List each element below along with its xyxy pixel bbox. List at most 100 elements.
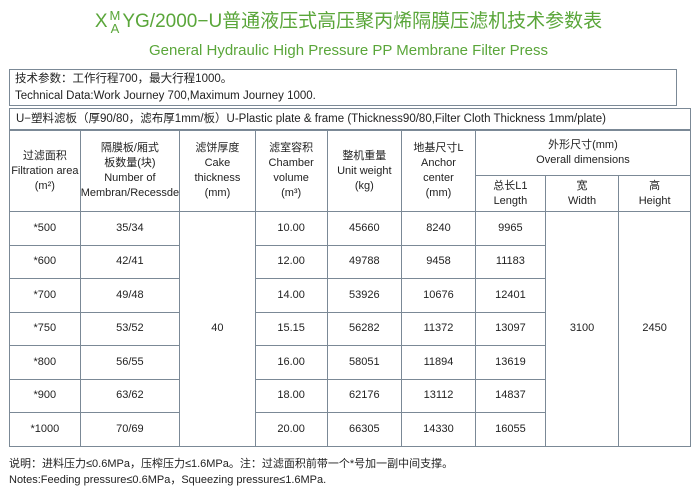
header-line: (kg) xyxy=(354,179,374,192)
cell: 18.00 xyxy=(254,378,328,413)
cell: 2450 xyxy=(618,211,691,447)
header-line: Width xyxy=(567,194,597,207)
title-prefix: X xyxy=(94,11,108,32)
header-line: Anchor xyxy=(421,157,456,169)
data-row: *750 53/52 15.15 56282 11372 13097 xyxy=(9,311,691,346)
header-line: 总长L1 xyxy=(493,179,528,192)
header-line: Cake xyxy=(204,157,231,169)
group-header: 外形尺寸(mm) Overall dimensions xyxy=(474,130,692,176)
header-line: 整机重量 xyxy=(342,149,387,162)
header-cell: 整机重量 Unit weight (kg) xyxy=(326,130,403,212)
title-main: YG/2000−U普通液压式高压聚丙烯隔膜压滤机技术参数表 xyxy=(122,11,603,32)
cell: 10.00 xyxy=(254,211,328,246)
header-line: Height xyxy=(638,194,671,207)
cell: 12401 xyxy=(474,278,546,313)
cell: *500 xyxy=(9,211,81,246)
header-line: Overall dimensions xyxy=(536,154,630,166)
subtitle: General Hydraulic High Pressure PP Membr… xyxy=(148,42,549,59)
cell: 14330 xyxy=(401,412,476,447)
cell: 14837 xyxy=(474,378,546,413)
plate-note: U−塑料滤板（厚90/80，滤布厚1mm/板）U-Plastic plate &… xyxy=(9,108,691,130)
cell: 3100 xyxy=(544,211,620,447)
header-row: 过滤面积 Filtration area (m²) 隔膜板/厢式 板数量(块) Numbe… xyxy=(9,130,692,212)
header-line: 滤室容积 xyxy=(269,142,314,154)
header-line: 板数量(块) xyxy=(104,157,156,169)
header-line: Chamber xyxy=(268,157,314,169)
cell: 20.00 xyxy=(254,412,328,447)
header-cell: 隔膜板/厢式 板数量(块) Number of Membran/Recessde xyxy=(79,130,181,212)
data-row: *800 56/55 16.00 58051 11894 13619 xyxy=(9,345,691,380)
header-row: 总长L1 Length 宽 Width 高 Height xyxy=(10,175,691,212)
cell: 16055 xyxy=(474,412,546,447)
notes: 说明：进料压力≤0.6MPa，压榨压力≤1.6MPa。注：过滤面积前带一个*号加… xyxy=(9,456,453,488)
cell: 66305 xyxy=(326,412,403,447)
cell: 42/41 xyxy=(79,244,181,279)
cell: *900 xyxy=(9,378,81,413)
tech-line: 技术参数：工作行程700，最大行程1000。 xyxy=(15,73,233,85)
cell: *700 xyxy=(9,278,81,313)
header-cell: 滤室容积 Chamber volume (m³) xyxy=(254,130,328,212)
title-sub: A xyxy=(110,20,120,36)
cell: 11183 xyxy=(474,244,546,279)
header-line: 过滤面积 xyxy=(22,149,67,162)
note: 说明：进料压力≤0.6MPa，压榨压力≤1.6MPa。注：过滤面积前带一个*号加… xyxy=(9,458,454,470)
cell: *1000 xyxy=(9,412,81,447)
cell: 62176 xyxy=(326,378,403,413)
header-line: 外形尺寸(mm) xyxy=(548,139,618,151)
header-cell: 过滤面积 Filtration area (m²) xyxy=(9,130,81,212)
cell: 13619 xyxy=(474,345,546,380)
cell: 10676 xyxy=(401,278,476,313)
header-cell: 地基尺寸L Anchor center (mm) xyxy=(401,130,476,212)
cell: *800 xyxy=(9,345,81,380)
cell: 56282 xyxy=(326,311,403,346)
cell: 49/48 xyxy=(79,278,181,313)
tech-line: Technical Data:Work Journey 700,Maximum … xyxy=(15,90,316,102)
cell: 58051 xyxy=(326,345,403,380)
header-cell: 滤饼厚度 Cake thickness (mm) xyxy=(179,130,256,212)
sub-header: 总长L1 Length xyxy=(474,175,546,212)
header-line: Number of xyxy=(104,172,156,184)
header-line: Length xyxy=(493,194,528,207)
header-line: (mm) xyxy=(425,187,452,199)
cell: 70/69 xyxy=(79,412,181,447)
header-line: 宽 xyxy=(576,179,588,192)
header-line: 隔膜板/厢式 xyxy=(100,142,159,154)
header-line: 高 xyxy=(649,179,661,192)
cell: 15.15 xyxy=(254,311,328,346)
cell: 11894 xyxy=(401,345,476,380)
cell: 14.00 xyxy=(254,278,328,313)
header-line: (m³) xyxy=(281,187,302,199)
cell: 13112 xyxy=(401,378,476,413)
cell: 11372 xyxy=(401,311,476,346)
header-line: volume xyxy=(273,172,309,184)
cell: 13097 xyxy=(474,311,546,346)
sub-header: 高 Height xyxy=(618,175,691,212)
header-line: Membran/Recessde xyxy=(80,187,180,199)
cell: 53926 xyxy=(326,278,403,313)
spec-table: 过滤面积 Filtration area (m²) 隔膜板/厢式 板数量(块) Numbe… xyxy=(9,130,692,447)
cell: 8240 xyxy=(401,211,476,246)
cell: 9458 xyxy=(401,244,476,279)
cell: 56/55 xyxy=(79,345,181,380)
data-row: *700 49/48 14.00 53926 10676 12401 xyxy=(9,278,691,313)
cell: 40 xyxy=(179,211,256,447)
cell: 12.00 xyxy=(254,244,328,279)
cell: 9965 xyxy=(474,211,546,246)
data-row: *600 42/41 12.00 49788 9458 11183 xyxy=(9,244,691,279)
data-row: *500 35/34 40 10.00 45660 8240 9965 3100 2450 xyxy=(9,211,691,447)
note: Notes:Feeding pressure≤0.6MPa，Squeezing … xyxy=(9,474,327,486)
sub-header: 宽 Width xyxy=(544,175,620,212)
cell: 16.00 xyxy=(254,345,328,380)
header-line: (mm) xyxy=(204,187,231,199)
cell: 45660 xyxy=(326,211,403,246)
cell: *750 xyxy=(9,311,81,346)
cell: 53/52 xyxy=(79,311,181,346)
cell: 63/62 xyxy=(79,378,181,413)
title-sup: M xyxy=(109,7,121,23)
header-line: center xyxy=(423,172,454,184)
header-line: Filtration area xyxy=(11,164,79,177)
data-row: *1000 70/69 20.00 66305 14330 16055 xyxy=(9,412,691,447)
header-line: (m²) xyxy=(34,179,55,192)
